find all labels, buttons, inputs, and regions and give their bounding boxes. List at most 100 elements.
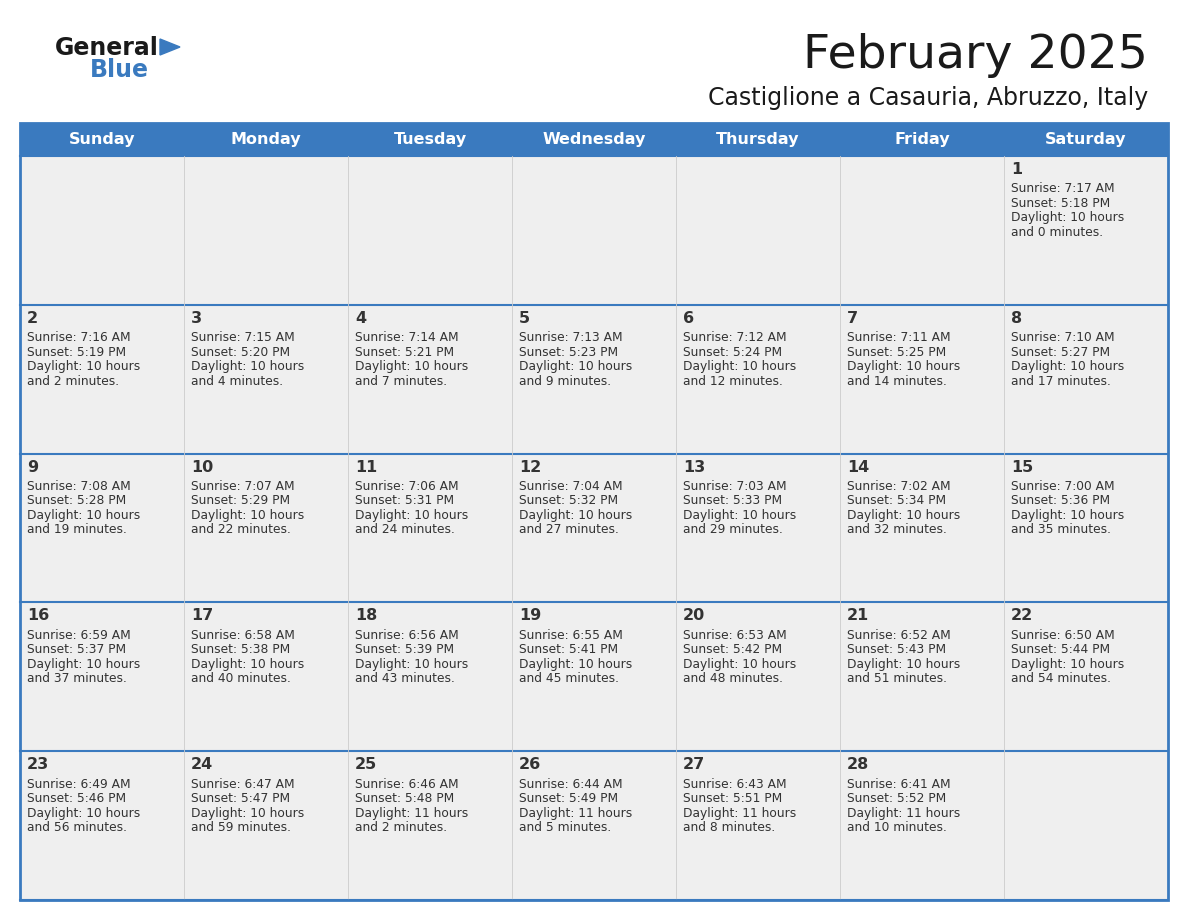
Text: Sunrise: 7:06 AM: Sunrise: 7:06 AM — [355, 480, 459, 493]
Text: Sunrise: 6:59 AM: Sunrise: 6:59 AM — [27, 629, 131, 642]
Text: 22: 22 — [1011, 609, 1034, 623]
Text: Sunset: 5:19 PM: Sunset: 5:19 PM — [27, 345, 126, 359]
Text: and 14 minutes.: and 14 minutes. — [847, 375, 947, 387]
Text: General: General — [55, 36, 159, 60]
Text: 28: 28 — [847, 757, 870, 772]
Text: Sunrise: 7:03 AM: Sunrise: 7:03 AM — [683, 480, 786, 493]
Text: Sunset: 5:51 PM: Sunset: 5:51 PM — [683, 792, 782, 805]
Text: Sunrise: 7:17 AM: Sunrise: 7:17 AM — [1011, 183, 1114, 196]
Text: Sunset: 5:41 PM: Sunset: 5:41 PM — [519, 644, 618, 656]
Text: Daylight: 10 hours: Daylight: 10 hours — [191, 657, 304, 671]
Text: Daylight: 10 hours: Daylight: 10 hours — [683, 360, 796, 373]
Text: Sunrise: 6:46 AM: Sunrise: 6:46 AM — [355, 778, 459, 790]
Text: 8: 8 — [1011, 311, 1022, 326]
Text: Sunrise: 7:16 AM: Sunrise: 7:16 AM — [27, 331, 131, 344]
Text: Daylight: 10 hours: Daylight: 10 hours — [519, 657, 632, 671]
Text: 1: 1 — [1011, 162, 1022, 177]
Text: and 37 minutes.: and 37 minutes. — [27, 672, 127, 685]
Text: and 56 minutes.: and 56 minutes. — [27, 821, 127, 834]
Text: Sunset: 5:47 PM: Sunset: 5:47 PM — [191, 792, 290, 805]
Text: Sunrise: 6:44 AM: Sunrise: 6:44 AM — [519, 778, 623, 790]
Text: Sunset: 5:20 PM: Sunset: 5:20 PM — [191, 345, 290, 359]
Text: 6: 6 — [683, 311, 694, 326]
Text: Daylight: 10 hours: Daylight: 10 hours — [355, 509, 468, 522]
Text: Sunset: 5:52 PM: Sunset: 5:52 PM — [847, 792, 947, 805]
Text: Sunrise: 7:08 AM: Sunrise: 7:08 AM — [27, 480, 131, 493]
Bar — [20, 156, 1168, 900]
Text: and 22 minutes.: and 22 minutes. — [191, 523, 291, 536]
Text: Sunrise: 6:49 AM: Sunrise: 6:49 AM — [27, 778, 131, 790]
Polygon shape — [160, 39, 181, 55]
Text: Tuesday: Tuesday — [393, 132, 467, 147]
Text: and 8 minutes.: and 8 minutes. — [683, 821, 776, 834]
Text: Sunset: 5:49 PM: Sunset: 5:49 PM — [519, 792, 618, 805]
Text: and 59 minutes.: and 59 minutes. — [191, 821, 291, 834]
Text: Monday: Monday — [230, 132, 302, 147]
Text: and 51 minutes.: and 51 minutes. — [847, 672, 947, 685]
Text: Daylight: 10 hours: Daylight: 10 hours — [847, 657, 960, 671]
Text: Sunset: 5:36 PM: Sunset: 5:36 PM — [1011, 495, 1110, 508]
Text: Sunset: 5:34 PM: Sunset: 5:34 PM — [847, 495, 946, 508]
Text: Thursday: Thursday — [716, 132, 800, 147]
Text: 24: 24 — [191, 757, 214, 772]
Text: Sunset: 5:44 PM: Sunset: 5:44 PM — [1011, 644, 1110, 656]
Text: and 2 minutes.: and 2 minutes. — [355, 821, 447, 834]
Text: and 29 minutes.: and 29 minutes. — [683, 523, 783, 536]
Text: Daylight: 10 hours: Daylight: 10 hours — [27, 509, 140, 522]
Text: Sunset: 5:32 PM: Sunset: 5:32 PM — [519, 495, 618, 508]
Text: 5: 5 — [519, 311, 530, 326]
Text: Sunrise: 7:13 AM: Sunrise: 7:13 AM — [519, 331, 623, 344]
Text: Sunrise: 7:02 AM: Sunrise: 7:02 AM — [847, 480, 950, 493]
Text: Sunrise: 7:12 AM: Sunrise: 7:12 AM — [683, 331, 786, 344]
Text: and 10 minutes.: and 10 minutes. — [847, 821, 947, 834]
Text: Daylight: 10 hours: Daylight: 10 hours — [355, 360, 468, 373]
Text: and 35 minutes.: and 35 minutes. — [1011, 523, 1111, 536]
Text: February 2025: February 2025 — [803, 33, 1148, 79]
Text: and 12 minutes.: and 12 minutes. — [683, 375, 783, 387]
Text: Daylight: 11 hours: Daylight: 11 hours — [519, 807, 632, 820]
Text: and 4 minutes.: and 4 minutes. — [191, 375, 283, 387]
Text: and 24 minutes.: and 24 minutes. — [355, 523, 455, 536]
Text: Daylight: 10 hours: Daylight: 10 hours — [1011, 211, 1124, 224]
Text: 3: 3 — [191, 311, 202, 326]
Text: Sunrise: 7:11 AM: Sunrise: 7:11 AM — [847, 331, 950, 344]
Bar — [20, 123, 1168, 156]
Text: Sunset: 5:27 PM: Sunset: 5:27 PM — [1011, 345, 1110, 359]
Text: Sunset: 5:29 PM: Sunset: 5:29 PM — [191, 495, 290, 508]
Text: and 17 minutes.: and 17 minutes. — [1011, 375, 1111, 387]
Text: and 40 minutes.: and 40 minutes. — [191, 672, 291, 685]
Text: Sunset: 5:39 PM: Sunset: 5:39 PM — [355, 644, 454, 656]
Text: Daylight: 11 hours: Daylight: 11 hours — [355, 807, 468, 820]
Text: Daylight: 10 hours: Daylight: 10 hours — [27, 807, 140, 820]
Text: and 9 minutes.: and 9 minutes. — [519, 375, 611, 387]
Text: Sunset: 5:18 PM: Sunset: 5:18 PM — [1011, 196, 1111, 210]
Text: Sunrise: 6:52 AM: Sunrise: 6:52 AM — [847, 629, 950, 642]
Text: Sunrise: 6:43 AM: Sunrise: 6:43 AM — [683, 778, 786, 790]
Text: Sunset: 5:33 PM: Sunset: 5:33 PM — [683, 495, 782, 508]
Bar — [20, 123, 1168, 900]
Text: 12: 12 — [519, 460, 542, 475]
Text: Daylight: 10 hours: Daylight: 10 hours — [191, 807, 304, 820]
Text: 14: 14 — [847, 460, 870, 475]
Text: Daylight: 10 hours: Daylight: 10 hours — [1011, 657, 1124, 671]
Text: Sunset: 5:42 PM: Sunset: 5:42 PM — [683, 644, 782, 656]
Text: and 32 minutes.: and 32 minutes. — [847, 523, 947, 536]
Text: and 7 minutes.: and 7 minutes. — [355, 375, 447, 387]
Text: Sunset: 5:24 PM: Sunset: 5:24 PM — [683, 345, 782, 359]
Text: Daylight: 10 hours: Daylight: 10 hours — [355, 657, 468, 671]
Text: Sunset: 5:37 PM: Sunset: 5:37 PM — [27, 644, 126, 656]
Text: 23: 23 — [27, 757, 49, 772]
Text: Sunrise: 6:50 AM: Sunrise: 6:50 AM — [1011, 629, 1114, 642]
Text: 17: 17 — [191, 609, 214, 623]
Text: 26: 26 — [519, 757, 542, 772]
Text: 9: 9 — [27, 460, 38, 475]
Text: and 19 minutes.: and 19 minutes. — [27, 523, 127, 536]
Text: 21: 21 — [847, 609, 870, 623]
Text: Daylight: 10 hours: Daylight: 10 hours — [191, 360, 304, 373]
Text: Sunset: 5:46 PM: Sunset: 5:46 PM — [27, 792, 126, 805]
Text: Sunrise: 7:10 AM: Sunrise: 7:10 AM — [1011, 331, 1114, 344]
Text: Daylight: 10 hours: Daylight: 10 hours — [683, 657, 796, 671]
Text: and 45 minutes.: and 45 minutes. — [519, 672, 619, 685]
Text: Sunset: 5:43 PM: Sunset: 5:43 PM — [847, 644, 946, 656]
Text: Sunset: 5:23 PM: Sunset: 5:23 PM — [519, 345, 618, 359]
